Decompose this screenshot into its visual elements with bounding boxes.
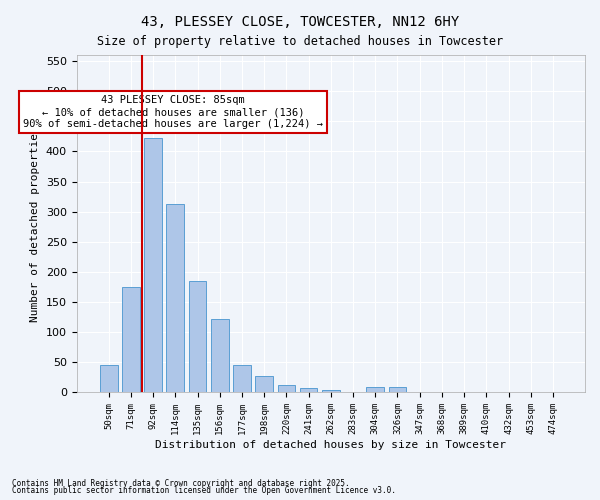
Text: 43 PLESSEY CLOSE: 85sqm
← 10% of detached houses are smaller (136)
90% of semi-d: 43 PLESSEY CLOSE: 85sqm ← 10% of detache…: [23, 96, 323, 128]
Bar: [233, 365, 251, 392]
Bar: [144, 138, 162, 392]
Text: Size of property relative to detached houses in Towcester: Size of property relative to detached ho…: [97, 35, 503, 48]
Bar: [389, 387, 406, 392]
Text: Contains public sector information licensed under the Open Government Licence v3: Contains public sector information licen…: [12, 486, 396, 495]
Bar: [322, 390, 340, 392]
Bar: [300, 388, 317, 392]
Bar: [166, 204, 184, 392]
Bar: [367, 387, 384, 392]
Bar: [188, 281, 206, 392]
X-axis label: Distribution of detached houses by size in Towcester: Distribution of detached houses by size …: [155, 440, 506, 450]
Bar: [278, 385, 295, 392]
Bar: [211, 319, 229, 392]
Text: Contains HM Land Registry data © Crown copyright and database right 2025.: Contains HM Land Registry data © Crown c…: [12, 478, 350, 488]
Bar: [255, 376, 273, 392]
Bar: [122, 287, 140, 393]
Bar: [100, 365, 118, 392]
Y-axis label: Number of detached properties: Number of detached properties: [30, 126, 40, 322]
Text: 43, PLESSEY CLOSE, TOWCESTER, NN12 6HY: 43, PLESSEY CLOSE, TOWCESTER, NN12 6HY: [141, 15, 459, 29]
